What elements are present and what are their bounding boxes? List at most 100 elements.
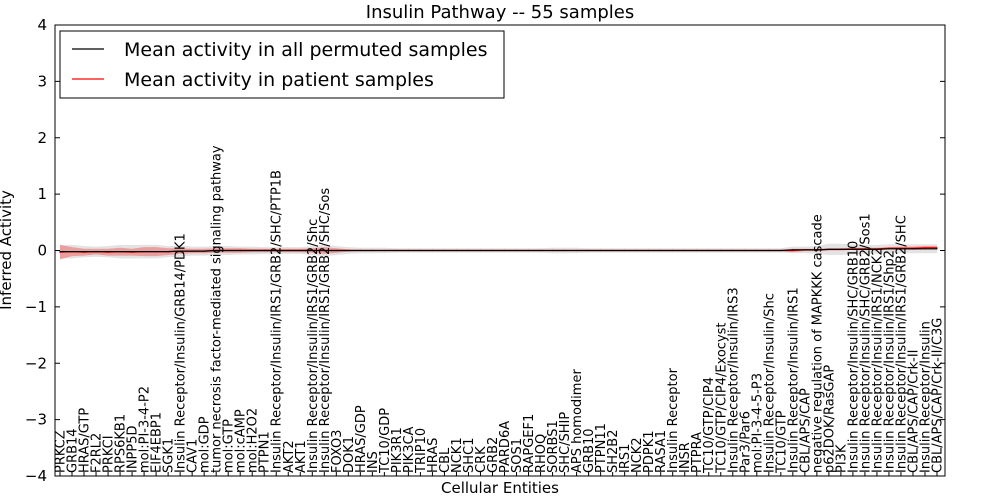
- x-tick-label: IRS1: [618, 444, 633, 473]
- x-tick-label: mol:H2O2: [246, 408, 261, 473]
- y-tick-label: 3: [37, 72, 47, 90]
- x-tick-label: Par3/Par6: [738, 411, 753, 473]
- y-tick-label: 2: [37, 129, 47, 147]
- data-point: [612, 249, 614, 252]
- data-point: [552, 249, 554, 252]
- x-tick-label: CRK: [474, 446, 489, 473]
- data-point: [924, 248, 926, 250]
- x-tick-label: SHC/SHIP: [558, 412, 573, 473]
- data-point: [335, 249, 337, 252]
- data-point: [768, 249, 770, 252]
- x-tick-label: CAV1: [186, 439, 201, 473]
- x-tick-label: RAPGEF1: [522, 414, 537, 473]
- x-tick-label: negative regulation of MAPKKK cascade: [810, 214, 825, 473]
- x-tick-label: HRAS/GTP: [78, 408, 93, 473]
- data-point: [95, 251, 97, 253]
- x-tick-label: SH2B2: [606, 430, 621, 474]
- x-tick-label: p62DOK/RasGAP: [822, 365, 837, 473]
- x-tick-label: TC10/GTP/CIP4: [702, 377, 717, 474]
- x-tick-label: Insulin Receptor/Insulin/GRB14/PDK1: [174, 233, 189, 473]
- x-tick-label: PRKCI: [102, 435, 117, 473]
- x-tick-label: RASA1: [654, 430, 669, 473]
- x-tick-label: INS: [366, 451, 381, 473]
- x-tick-label: Insulin Receptor/Insulin/Shc: [762, 293, 777, 473]
- data-point: [71, 251, 73, 253]
- y-tick-label: 4: [37, 16, 47, 34]
- data-point: [491, 249, 494, 252]
- data-point: [371, 249, 373, 252]
- data-point: [107, 251, 109, 253]
- x-tick-label: Insulin Receptor/Insulin/IRS1/GRB2/SHC/P…: [270, 170, 285, 473]
- data-point: [59, 251, 61, 253]
- data-point: [299, 249, 301, 252]
- x-tick-label: mol:GDP: [198, 416, 213, 473]
- x-tick-label: CBL/APS/CAP/Crk-II/C3G: [931, 318, 946, 473]
- x-tick-label: F2RL2: [90, 433, 105, 473]
- data-point: [431, 249, 433, 252]
- legend-label-permuted: Mean activity in all permuted samples: [124, 39, 487, 61]
- data-point: [720, 249, 722, 252]
- x-axis-label: Cellular Entities: [441, 479, 559, 497]
- data-point: [936, 248, 938, 250]
- data-point: [600, 249, 602, 252]
- x-tick-label: mol:GTP: [222, 419, 237, 473]
- x-tick-label: CBL/APS/CAP/Crk-II: [907, 350, 922, 473]
- x-tick-label: HRAS: [426, 438, 441, 473]
- x-tick-label: INSR: [678, 442, 693, 473]
- x-tick-label: PI3K: [834, 444, 849, 473]
- data-point: [672, 249, 674, 252]
- data-point: [443, 249, 445, 252]
- data-point: [876, 248, 878, 250]
- data-point: [648, 249, 650, 252]
- data-point: [888, 248, 890, 250]
- x-tick-label: mol:cAMP: [234, 409, 249, 473]
- x-tick-label: NCK2: [630, 437, 645, 473]
- data-point: [792, 249, 794, 251]
- x-tick-label: Insulin Receptor/Insulin/IRS3: [726, 287, 741, 473]
- y-tick-label: −3: [25, 411, 47, 429]
- x-tick-label: FOXO3: [330, 430, 345, 473]
- y-tick-label: 0: [37, 242, 47, 260]
- x-tick-label: Insulin Receptor/Insulin/IRS1/GRB2/SHC: [895, 215, 910, 473]
- x-tick-label: PDPK1: [642, 431, 657, 474]
- x-tick-label: Insulin Receptor/Insulin/IRS1/Shp2: [882, 250, 897, 473]
- x-tick-label: NCK1: [450, 437, 465, 473]
- data-point: [515, 249, 518, 252]
- data-point: [756, 249, 758, 252]
- x-tick-label: PARD6A: [498, 421, 513, 473]
- y-tick-label: 1: [37, 185, 47, 203]
- legend-label-patient: Mean activity in patient samples: [124, 69, 434, 91]
- x-tick-label: AKT2: [282, 440, 297, 473]
- x-tick-label: Insulin Receptor/Insulin/IRS1: [786, 287, 801, 473]
- data-point: [119, 251, 121, 253]
- x-tick-label: PIK3CA: [402, 426, 417, 473]
- data-point: [179, 250, 181, 252]
- x-tick-label: SGK1: [162, 438, 177, 473]
- data-point: [395, 249, 397, 252]
- x-tick-label: SORBS1: [546, 420, 561, 473]
- data-point: [624, 249, 626, 252]
- data-point: [131, 251, 133, 253]
- x-tick-label: SOS1: [510, 438, 525, 473]
- data-point: [467, 249, 470, 252]
- data-point: [323, 249, 325, 252]
- x-tick-label: GRB10: [582, 428, 597, 473]
- data-point: [83, 251, 85, 253]
- data-point: [155, 251, 157, 253]
- x-tick-label: TC10/GTP/CIP4/Exocyst: [714, 322, 729, 474]
- data-point: [479, 249, 482, 252]
- x-tick-label: tumor necrosis factor-mediated signaling…: [210, 145, 225, 473]
- x-tick-label: mol:PI-3-4-5-P3: [750, 373, 765, 473]
- x-tick-label: RPS6KB1: [114, 414, 129, 473]
- x-tick-label: PTPN1: [258, 431, 273, 473]
- y-axis-label: Inferred Activity: [0, 190, 15, 310]
- data-point: [503, 249, 506, 252]
- data-point: [203, 250, 205, 252]
- x-tick-label: Insulin Receptor/Insulin: [919, 321, 934, 473]
- data-point: [143, 251, 145, 253]
- data-point: [924, 247, 926, 249]
- x-tick-label: GRB14: [66, 428, 81, 473]
- x-tick-label: mol:PI-3-4-P2: [138, 386, 153, 473]
- data-point: [636, 249, 638, 252]
